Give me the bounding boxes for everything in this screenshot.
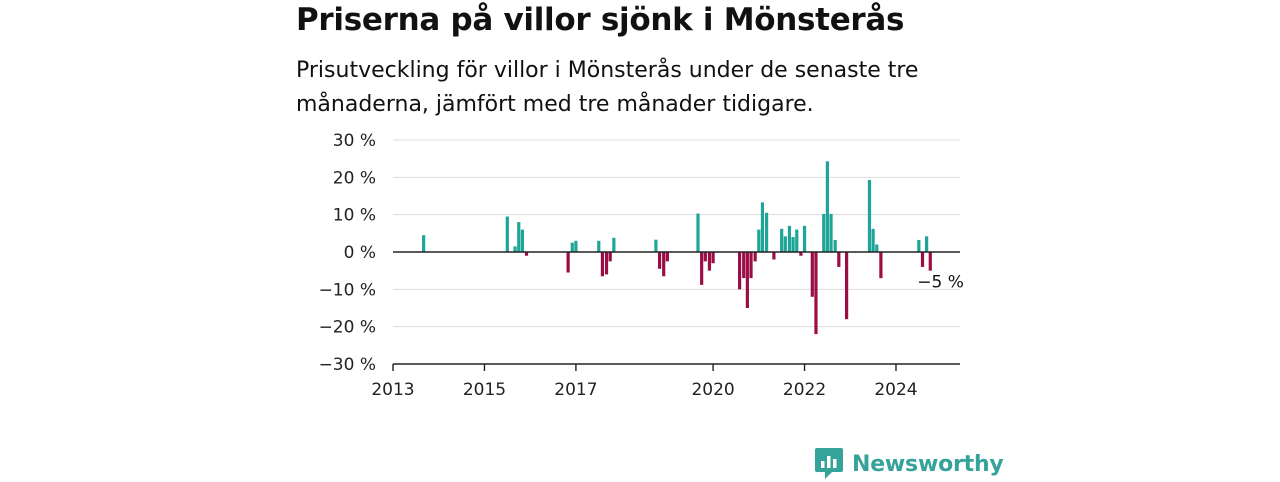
bar: [837, 252, 841, 267]
bar: [925, 236, 929, 252]
x-tick-label: 2017: [554, 380, 597, 400]
bar: [825, 161, 829, 252]
y-tick-label: −20 %: [319, 318, 376, 338]
bar: [867, 179, 872, 252]
x-tick-label: 2015: [463, 380, 506, 400]
bar: [791, 237, 795, 252]
bar: [566, 252, 570, 273]
x-tick-label: 2020: [691, 380, 734, 400]
bar: [749, 252, 753, 279]
newsworthy-logo-icon: [815, 448, 843, 479]
bar: [780, 228, 784, 252]
bar: [795, 229, 799, 252]
bar: [700, 252, 704, 285]
bar: [822, 213, 826, 252]
bar: [505, 216, 509, 252]
brand-name: Newsworthy: [852, 451, 1004, 477]
bar: [662, 252, 666, 277]
y-tick-label: 30 %: [333, 131, 376, 151]
bar: [600, 252, 605, 277]
y-tick-label: −30 %: [319, 355, 376, 375]
bar: [608, 252, 612, 262]
bar: [703, 252, 707, 262]
bar: [845, 252, 849, 320]
bar: [810, 252, 814, 297]
bar: [772, 252, 776, 260]
bar: [612, 237, 616, 252]
bar: [738, 252, 742, 290]
chart-title: Priserna på villor sjönk i Mönsterås: [296, 2, 905, 38]
bar: [517, 222, 521, 252]
bar: [928, 252, 932, 271]
bar: [657, 252, 662, 269]
bar: [783, 236, 787, 252]
newsworthy-logo: Newsworthy: [814, 446, 1004, 482]
x-tick-label: 2024: [874, 380, 917, 400]
bar: [753, 252, 757, 262]
bar: [757, 229, 761, 252]
y-tick-label: 20 %: [333, 168, 376, 188]
bar: [597, 240, 601, 252]
bar: [760, 202, 765, 252]
bar: [879, 252, 883, 279]
bar: [665, 252, 669, 262]
bar: [920, 252, 925, 267]
bar: [707, 252, 712, 271]
latest-value-annotation: −5 %: [917, 273, 964, 293]
bar: [604, 252, 609, 275]
bar: [696, 213, 700, 252]
chart-subtitle: Prisutveckling för villor i Mönsterås un…: [296, 58, 919, 117]
axes: [392, 251, 960, 371]
bar: [875, 244, 879, 252]
x-tick-label: 2013: [371, 380, 414, 400]
bar: [422, 235, 426, 252]
y-tick-label: 0 %: [344, 243, 376, 263]
bar: [829, 213, 833, 252]
bar: [802, 225, 807, 252]
grid-lines: [393, 139, 960, 328]
y-tick-label: 10 %: [333, 206, 376, 226]
bar: [513, 246, 517, 252]
y-axis-tick-labels: 30 % 20 % 10 % 0 % −10 % −20 % −30 %: [319, 131, 376, 375]
bar: [787, 225, 792, 252]
x-tick-label: 2022: [783, 380, 826, 400]
x-axis-tick-labels: 2013 2015 2017 2020 2022 2024: [371, 380, 917, 400]
bar: [917, 240, 921, 252]
annotations: −5 %: [917, 273, 964, 293]
bar: [711, 252, 715, 264]
y-tick-label: −10 %: [319, 280, 376, 300]
bar: [524, 252, 529, 256]
bar: [742, 252, 746, 279]
bar: [520, 229, 525, 252]
bar: [574, 240, 578, 252]
bar: [814, 252, 818, 335]
bars: [422, 161, 932, 335]
bar: [570, 242, 574, 252]
bar: [654, 239, 658, 252]
bar: [764, 212, 769, 252]
bar: [745, 252, 749, 308]
bar: [871, 228, 875, 252]
bar: [833, 240, 837, 252]
bar: [799, 252, 803, 256]
